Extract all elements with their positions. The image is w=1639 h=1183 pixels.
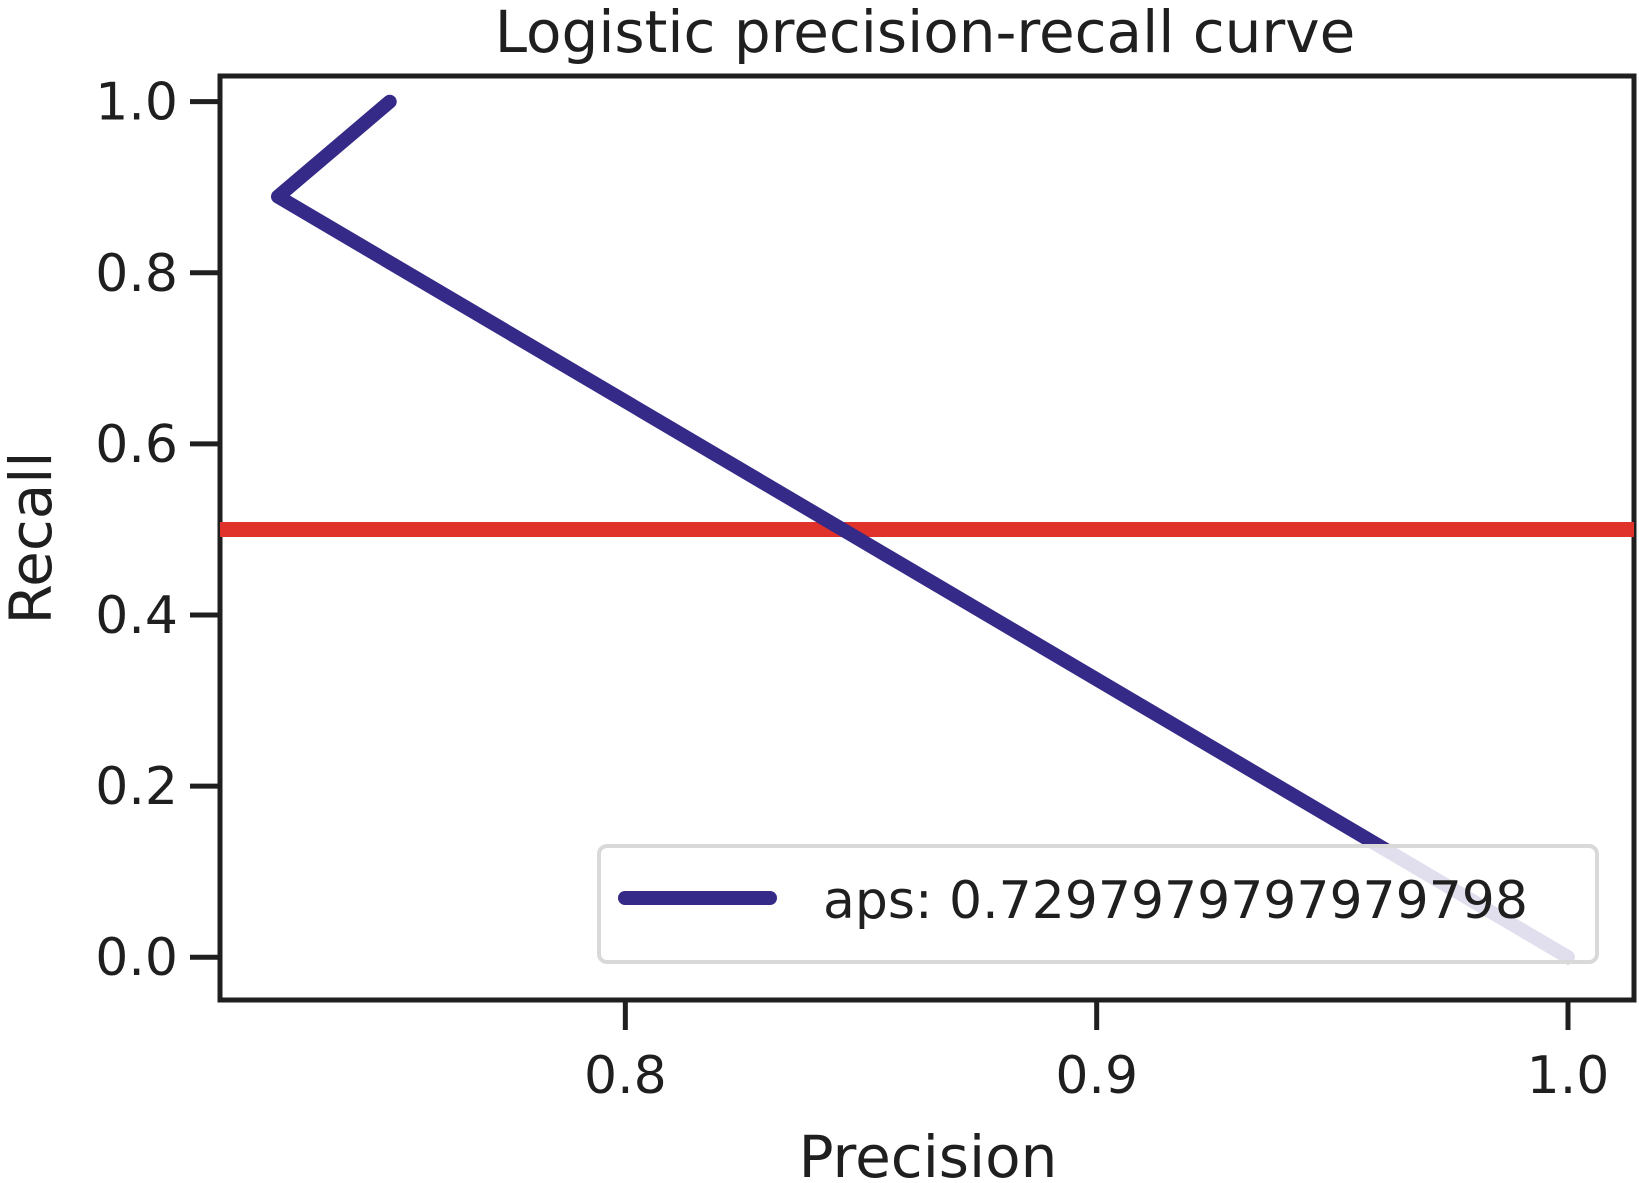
- series-layer: [220, 94, 1634, 965]
- y-tick-label: 0.4: [95, 586, 178, 646]
- y-axis-label: Recall: [0, 451, 65, 624]
- x-axis-label: Precision: [799, 1123, 1058, 1183]
- x-tick-label: 0.8: [584, 1046, 667, 1106]
- y-tick-label: 0.2: [95, 757, 178, 817]
- series-line: [271, 94, 1575, 965]
- chart-title: Logistic precision-recall curve: [495, 0, 1356, 66]
- x-tick-label: 1.0: [1527, 1046, 1610, 1106]
- x-axis-ticks: 0.8 0.9 1.0: [584, 1000, 1609, 1106]
- y-tick-label: 0.6: [95, 415, 178, 475]
- x-tick-label: 0.9: [1055, 1046, 1138, 1106]
- y-tick-label: 0.0: [95, 928, 178, 988]
- y-tick-label: 1.0: [95, 73, 178, 133]
- y-tick-label: 0.8: [95, 244, 178, 304]
- legend: aps: 0.7297979797979798: [597, 844, 1599, 964]
- legend-entry-label: aps: 0.7297979797979798: [823, 871, 1528, 931]
- legend-box: [597, 844, 1599, 964]
- y-axis-ticks: 0.0 0.2 0.4 0.6 0.8 1.0: [95, 73, 220, 988]
